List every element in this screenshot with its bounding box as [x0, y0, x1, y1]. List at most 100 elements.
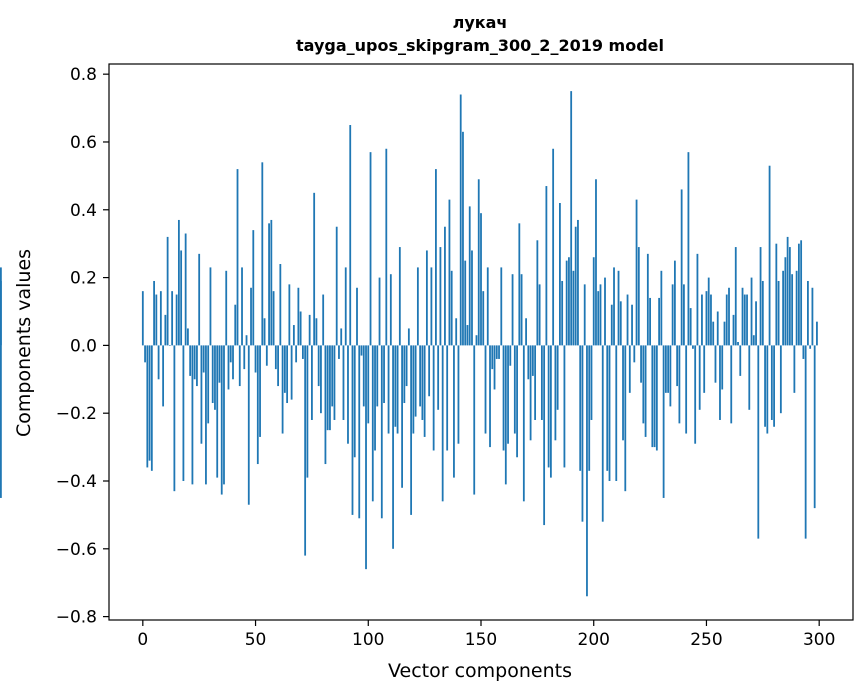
bar [759, 247, 762, 346]
bar [685, 345, 688, 434]
bar [394, 345, 397, 427]
bar [705, 291, 708, 346]
bar [157, 345, 160, 380]
bar [189, 345, 192, 376]
bar [802, 345, 805, 359]
y-tick-label: −0.6 [56, 540, 97, 560]
bar [500, 267, 503, 346]
bar [617, 270, 620, 346]
bar [561, 280, 564, 346]
bar [311, 345, 313, 420]
bar [613, 267, 615, 346]
bar [175, 294, 178, 346]
bar [597, 291, 600, 346]
bar [791, 274, 794, 346]
bar [191, 345, 194, 485]
y-tick-label: 0.4 [70, 201, 97, 221]
bar [520, 274, 523, 346]
bar [453, 345, 455, 478]
bar [559, 203, 561, 346]
bar [315, 318, 318, 346]
bar [608, 345, 611, 481]
bar [270, 219, 273, 346]
bar [283, 345, 286, 393]
bar [313, 192, 316, 346]
bar [225, 270, 228, 346]
bar [811, 287, 814, 346]
bar [586, 345, 588, 597]
bar [351, 345, 354, 515]
bar [229, 345, 232, 363]
bar [797, 243, 800, 346]
bar [786, 236, 789, 346]
bar [653, 345, 656, 448]
bar [331, 345, 334, 407]
bar [766, 345, 769, 434]
bar [728, 287, 730, 346]
bar [288, 284, 291, 346]
bar [416, 267, 419, 346]
bar [155, 294, 158, 346]
bar [335, 226, 338, 346]
bar [304, 345, 307, 556]
bar [220, 345, 223, 495]
bar [525, 318, 527, 346]
bar [344, 267, 347, 346]
bar [624, 345, 627, 492]
bar [367, 345, 370, 424]
bar [795, 270, 798, 346]
bar [387, 345, 390, 434]
bar [159, 291, 162, 346]
bar [628, 345, 631, 393]
bar [574, 226, 577, 346]
bar [507, 345, 509, 444]
bars-group [0, 91, 818, 597]
bar [683, 284, 685, 346]
bar [376, 345, 379, 407]
bar [543, 345, 546, 526]
bar [579, 345, 582, 471]
bar [462, 131, 464, 346]
bar [502, 345, 505, 451]
bar [301, 345, 304, 359]
bar [531, 345, 534, 376]
bar [277, 345, 279, 387]
bar [707, 277, 710, 346]
bar [356, 287, 358, 346]
bar [768, 165, 771, 346]
bar [353, 345, 356, 458]
bar [615, 345, 618, 481]
bar [403, 345, 406, 404]
bar [214, 345, 216, 410]
bar [146, 345, 149, 468]
bar [788, 247, 791, 346]
bar [640, 345, 642, 383]
bar [660, 270, 663, 346]
y-axis-ticks: −0.8 −0.6 −0.4 −0.2 0.0 0.2 0.4 0.6 0.8 [56, 65, 109, 628]
bar [446, 345, 449, 451]
bar [218, 345, 221, 383]
bar [342, 345, 345, 420]
bar [254, 345, 257, 373]
bar [655, 345, 658, 451]
bar [358, 345, 361, 519]
bar [247, 345, 250, 505]
bar [405, 345, 408, 387]
bar [692, 345, 694, 349]
bar [734, 247, 737, 346]
bar [281, 345, 284, 434]
bar [793, 345, 796, 393]
bar [689, 308, 692, 346]
x-tick-label: 150 [465, 630, 497, 650]
bar [252, 230, 255, 346]
bar [211, 345, 214, 404]
bar [250, 287, 252, 346]
bar [450, 270, 453, 346]
bar [153, 280, 155, 346]
bar [144, 345, 146, 363]
bar [622, 345, 624, 441]
bar [196, 345, 198, 387]
bar [385, 148, 388, 346]
bar [687, 152, 690, 346]
bar [498, 345, 500, 359]
